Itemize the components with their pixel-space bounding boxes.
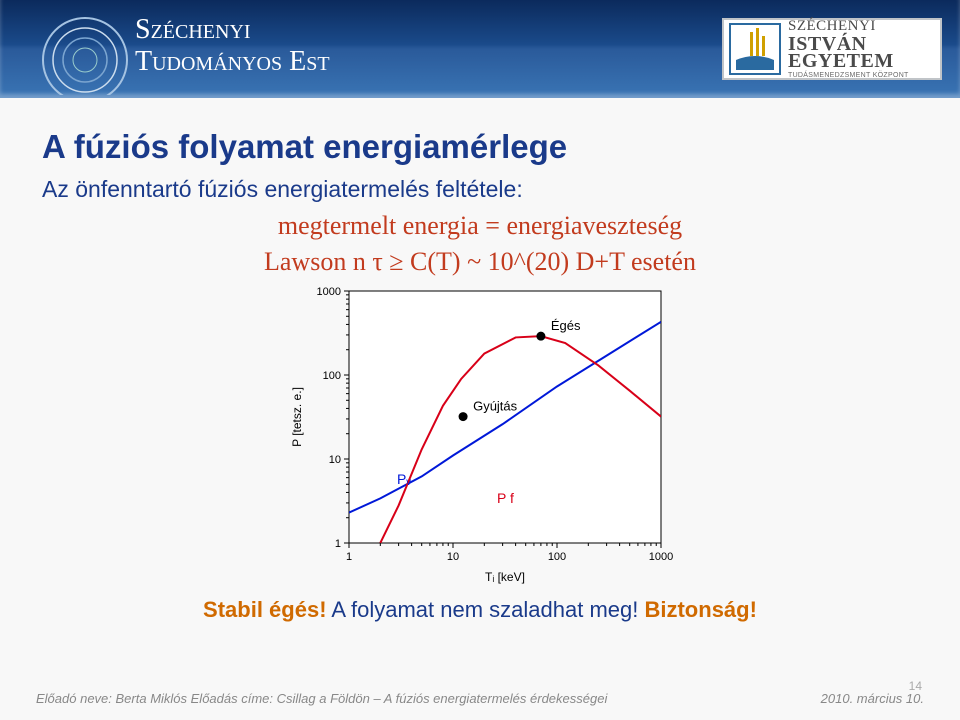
svg-text:Pᵥ: Pᵥ: [397, 471, 411, 487]
swirl-decoration: [10, 5, 150, 95]
equation-line: megtermelt energia = energiaveszteség: [42, 211, 918, 241]
footer-left: Előadó neve: Berta Miklós Előadás címe: …: [36, 691, 607, 706]
event-title: Széchenyi Tudományos Est: [135, 14, 330, 78]
svg-text:10: 10: [447, 551, 459, 563]
svg-text:10: 10: [329, 454, 341, 466]
logo-line1: Széchenyi: [788, 19, 909, 34]
svg-text:100: 100: [548, 551, 566, 563]
slide-content: A fúziós folyamat energiamérlege Az önfe…: [0, 98, 960, 623]
logo-line2b: Egyetem: [788, 50, 894, 72]
caption-a: Stabil égés!: [203, 597, 326, 622]
svg-text:P [tetsz. e.]: P [tetsz. e.]: [290, 387, 304, 447]
svg-text:Tᵢ [keV]: Tᵢ [keV]: [485, 570, 525, 584]
svg-text:1: 1: [346, 551, 352, 563]
footer-right: 2010. március 10.: [821, 691, 924, 706]
logo-text: Széchenyi István Egyetem Tudásmenedzsmen…: [788, 19, 909, 79]
logo-line3: Tudásmenedzsment Központ: [788, 72, 909, 79]
power-chart: 1 10 100 1000 1 10 100 1000 Tᵢ [keV] P [tetsz. e.…: [285, 281, 675, 591]
header-banner: Széchenyi Tudományos Est Széchenyi Istvá…: [0, 0, 960, 98]
svg-text:1: 1: [335, 538, 341, 550]
svg-text:Gyújtás: Gyújtás: [473, 399, 518, 414]
slide-title: A fúziós folyamat energiamérlege: [42, 128, 918, 166]
page-number: 14: [909, 679, 922, 693]
svg-text:1000: 1000: [317, 286, 341, 298]
svg-text:1000: 1000: [649, 551, 673, 563]
caption-b: A folyamat nem szaladhat meg!: [327, 597, 645, 622]
caption-c: Biztonság!: [644, 597, 756, 622]
lawson-line: Lawson n τ ≥ C(T) ~ 10^(20) D+T esetén: [42, 247, 918, 277]
event-title-line2: Tudományos Est: [135, 46, 330, 78]
svg-text:P f: P f: [497, 490, 514, 506]
svg-text:100: 100: [323, 370, 341, 382]
slide-subtitle: Az önfenntartó fúziós energiatermelés fe…: [42, 176, 918, 203]
caption: Stabil égés! A folyamat nem szaladhat me…: [42, 597, 918, 623]
footer: Előadó neve: Berta Miklós Előadás címe: …: [36, 691, 924, 706]
event-title-line1: Széchenyi: [135, 14, 330, 46]
svg-text:Égés: Égés: [551, 318, 581, 333]
university-logo: Széchenyi István Egyetem Tudásmenedzsmen…: [722, 18, 942, 80]
logo-icon: [728, 22, 782, 76]
